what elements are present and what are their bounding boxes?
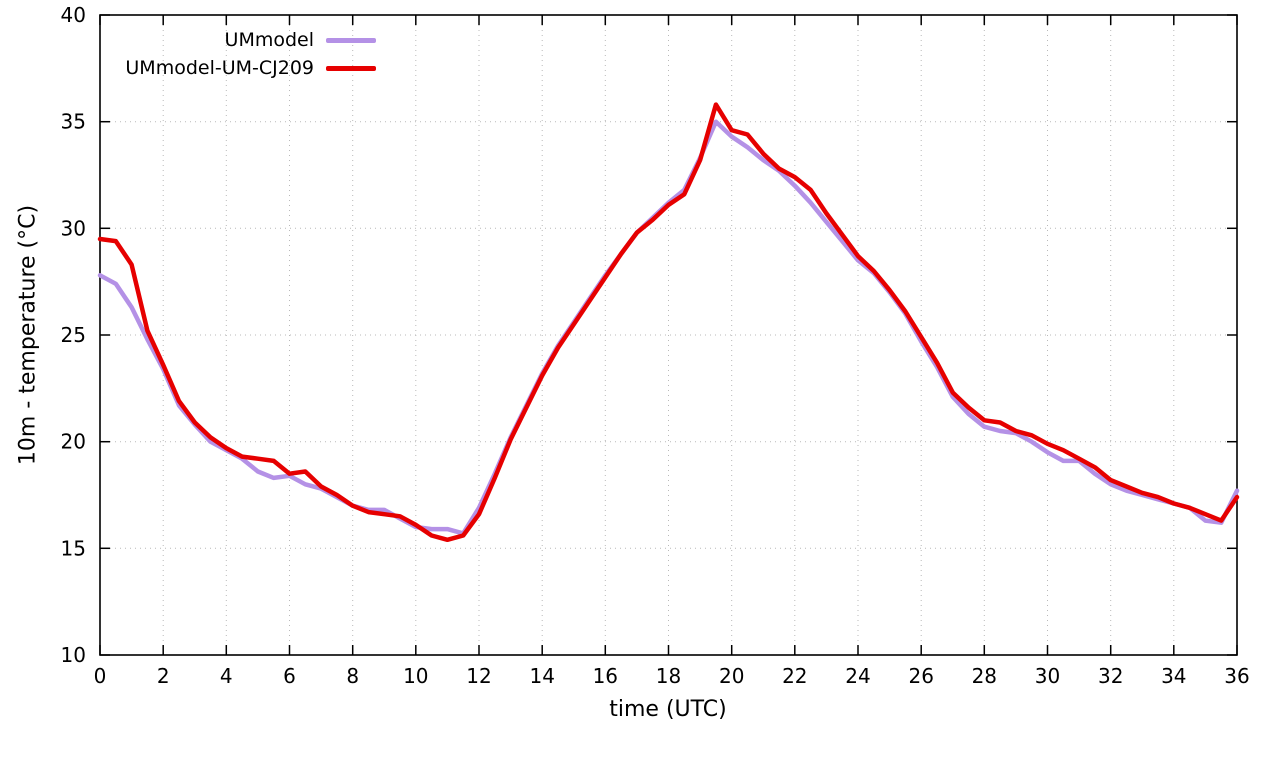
- x-tick-label: 20: [719, 664, 744, 688]
- x-tick-label: 0: [94, 664, 107, 688]
- y-tick-label: 20: [61, 430, 86, 454]
- plot-border: [99, 14, 1238, 656]
- y-tick-label: 25: [61, 323, 86, 347]
- x-tick-label: 26: [908, 664, 933, 688]
- x-tick-label: 36: [1224, 664, 1249, 688]
- x-tick-label: 4: [220, 664, 233, 688]
- x-tick-label: 30: [1035, 664, 1060, 688]
- x-tick-label: 34: [1161, 664, 1186, 688]
- legend-line-swatch-cj209: [326, 65, 376, 71]
- y-tick-label: 35: [61, 110, 86, 134]
- x-tick-label: 12: [466, 664, 491, 688]
- series-line-ummodel: [97, 119, 1240, 536]
- x-tick-label: 32: [1098, 664, 1123, 688]
- x-tick-label: 24: [845, 664, 870, 688]
- y-tick-label: 30: [61, 216, 86, 240]
- x-tick-label: 28: [972, 664, 997, 688]
- x-tick-label: 10: [403, 664, 428, 688]
- x-axis-label: time (UTC): [609, 697, 727, 722]
- y-tick-label: 40: [61, 3, 86, 27]
- x-tick-label: 8: [346, 664, 359, 688]
- x-tick-label: 18: [656, 664, 681, 688]
- x-tick-label: 14: [529, 664, 554, 688]
- x-tick-label: 16: [593, 664, 618, 688]
- x-tick-label: 2: [157, 664, 170, 688]
- legend-label-cj209: UMmodel-UM-CJ209: [125, 57, 314, 79]
- y-axis-label: 10m - temperature (°C): [15, 204, 41, 466]
- y-tick-label: 10: [61, 643, 86, 667]
- legend-label-ummodel: UMmodel: [224, 29, 314, 51]
- x-tick-label: 22: [782, 664, 807, 688]
- legend-line-swatch-ummodel: [326, 37, 376, 43]
- legend-item-cj209: UMmodel-UM-CJ209: [102, 54, 376, 82]
- series-line-ummodel-um-cj209: [97, 102, 1240, 543]
- x-tick-label: 6: [283, 664, 296, 688]
- legend: UMmodel UMmodel-UM-CJ209: [102, 26, 376, 82]
- y-tick-label: 15: [61, 536, 86, 560]
- legend-item-ummodel: UMmodel: [102, 26, 376, 54]
